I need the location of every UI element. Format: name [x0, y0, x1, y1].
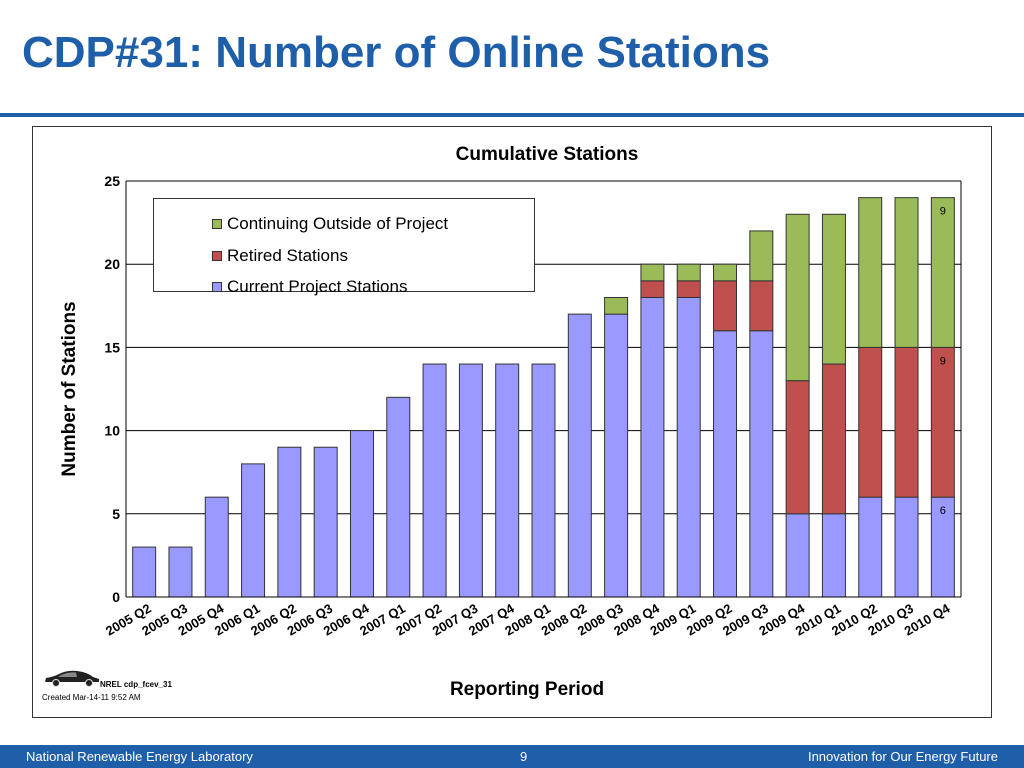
- footer-bar: National Renewable Energy Laboratory 9 I…: [0, 745, 1024, 768]
- bar-retired-stations-2010-q2: [858, 346, 883, 498]
- bar-current-project-stations-2005-q3: [168, 546, 193, 598]
- bar-retired-stations-2010-q1: [821, 363, 846, 515]
- bar-current-project-stations-2007-q1: [386, 396, 411, 598]
- bar-current-project-stations-2008-q4: [640, 296, 665, 598]
- bar-retired-stations-2009-q3: [749, 280, 774, 332]
- title-divider: [0, 113, 1024, 117]
- legend-swatch-current: [212, 282, 222, 292]
- bar-current-project-stations-2005-q2: [132, 546, 157, 598]
- bar-current-project-stations-2009-q4: [785, 513, 810, 598]
- bar-current-project-stations-2005-q4: [204, 496, 229, 598]
- bar-current-project-stations-2006-q2: [277, 446, 302, 598]
- y-axis-label: Number of Stations: [59, 301, 80, 476]
- data-label-current-project-stations: 6: [940, 505, 946, 517]
- bar-current-project-stations-2010-q1: [821, 513, 846, 598]
- bar-continuing-outside-of-project-2010-q2: [858, 197, 883, 348]
- y-tick-label: 0: [112, 589, 120, 605]
- bar-retired-stations-2009-q4: [785, 380, 810, 515]
- y-tick-label: 15: [104, 339, 120, 355]
- x-axis-label: Reporting Period: [450, 679, 604, 700]
- bar-retired-stations-2009-q2: [713, 280, 738, 332]
- bar-continuing-outside-of-project-2009-q1: [676, 263, 701, 282]
- bar-current-project-stations-2007-q4: [495, 363, 520, 598]
- legend-item-current: Current Project Stations: [212, 276, 407, 298]
- footer-page-number: 9: [520, 749, 528, 764]
- created-timestamp: Created Mar-14-11 9:52 AM: [42, 693, 141, 702]
- bar-current-project-stations-2008-q3: [604, 313, 629, 598]
- bar-continuing-outside-of-project-2008-q4: [640, 263, 665, 282]
- footer-tagline: Innovation for Our Energy Future: [807, 749, 998, 764]
- footer-organization: National Renewable Energy Laboratory: [26, 749, 253, 764]
- legend-item-continuing: Continuing Outside of Project: [212, 213, 448, 235]
- data-label-retired-stations: 9: [940, 355, 946, 367]
- bar-current-project-stations-2009-q3: [749, 330, 774, 598]
- bar-retired-stations-2009-q1: [676, 280, 701, 298]
- bar-current-project-stations-2007-q2: [422, 363, 447, 598]
- y-tick-label: 10: [104, 423, 120, 439]
- bar-current-project-stations-2010-q2: [858, 496, 883, 598]
- bar-retired-stations-2008-q4: [640, 280, 665, 298]
- bar-retired-stations-2010-q3: [894, 346, 919, 498]
- bar-retired-stations-2010-q4: [930, 346, 955, 498]
- bar-continuing-outside-of-project-2009-q2: [713, 263, 738, 282]
- legend-item-retired: Retired Stations: [212, 245, 348, 267]
- bar-continuing-outside-of-project-2008-q3: [604, 296, 629, 315]
- bar-current-project-stations-2009-q2: [713, 330, 738, 598]
- y-tick-labels: 0 5 10 15 20 25: [104, 173, 120, 605]
- bars: [132, 197, 955, 598]
- data-labels: 6 9 9: [940, 206, 946, 518]
- bar-current-project-stations-2008-q1: [531, 363, 556, 598]
- bar-current-project-stations-2007-q3: [458, 363, 483, 598]
- chart-title: Cumulative Stations: [456, 144, 639, 165]
- bar-current-project-stations-2008-q2: [567, 313, 592, 598]
- y-tick-label: 25: [104, 173, 120, 189]
- legend-label-continuing: Continuing Outside of Project: [227, 214, 449, 233]
- slide-title: CDP#31: Number of Online Stations: [22, 28, 771, 77]
- bar-continuing-outside-of-project-2009-q4: [785, 213, 810, 382]
- chart-credit: NREL cdp_fcev_31: [100, 680, 172, 689]
- legend-swatch-continuing: [212, 219, 222, 229]
- bar-current-project-stations-2006-q3: [313, 446, 338, 598]
- y-tick-label: 5: [112, 506, 120, 522]
- y-tick-label: 20: [104, 256, 120, 272]
- bar-current-project-stations-2010-q3: [894, 496, 919, 598]
- chart-legend: Current Project Stations Retired Station…: [153, 198, 535, 296]
- legend-swatch-retired: [212, 251, 222, 261]
- legend-label-retired: Retired Stations: [227, 246, 348, 265]
- car-icon: [45, 670, 99, 687]
- bar-continuing-outside-of-project-2009-q3: [749, 230, 774, 282]
- data-label-continuing-outside-of-project: 9: [940, 206, 946, 218]
- bar-current-project-stations-2006-q1: [241, 463, 266, 598]
- stacked-bar-chart: Cumulative Stations 0 5 10 15 20 25 2005 Q220…: [59, 144, 962, 700]
- chart-frame: Cumulative Stations 0 5 10 15 20 25 2005 Q2 20…: [32, 126, 992, 718]
- bar-current-project-stations-2009-q1: [676, 296, 701, 598]
- bar-current-project-stations-2006-q4: [349, 430, 374, 598]
- axes: [125, 181, 962, 598]
- bar-continuing-outside-of-project-2010-q1: [821, 213, 846, 365]
- bar-continuing-outside-of-project-2010-q4: [930, 197, 955, 348]
- bar-continuing-outside-of-project-2010-q3: [894, 197, 919, 348]
- legend-label-current: Current Project Stations: [227, 277, 408, 296]
